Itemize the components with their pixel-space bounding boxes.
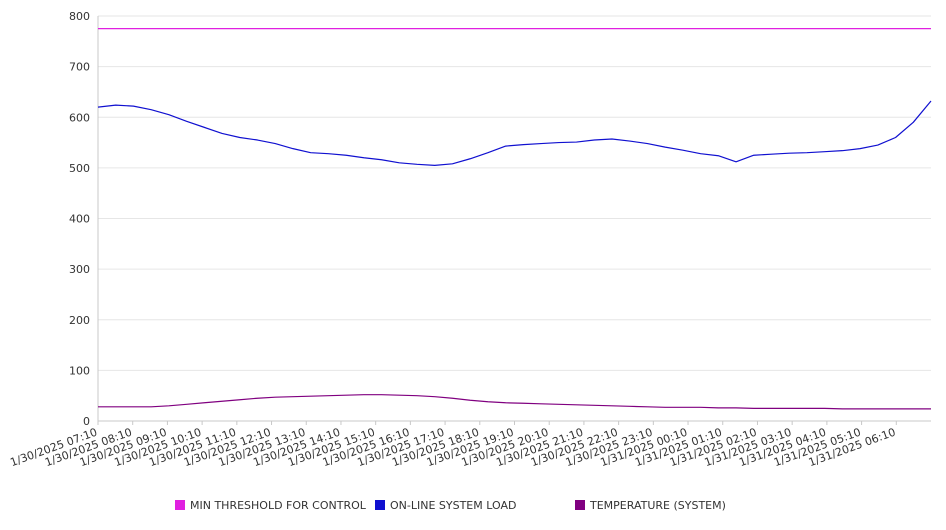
legend-label: MIN THRESHOLD FOR CONTROL	[190, 499, 367, 512]
legend-item: ON-LINE SYSTEM LOAD	[375, 499, 516, 512]
y-tick-label: 700	[69, 61, 90, 74]
series-lines	[97, 28, 932, 410]
y-tick-label: 500	[69, 162, 90, 175]
grid	[98, 15, 931, 422]
legend-swatch	[375, 500, 385, 510]
legend: MIN THRESHOLD FOR CONTROL ON-LINE SYSTEM …	[175, 499, 726, 512]
legend-swatch	[175, 500, 185, 510]
series-line-1	[97, 100, 932, 166]
y-tick-label: 0	[83, 415, 90, 428]
y-tick-label: 600	[69, 111, 90, 124]
series-line-2	[98, 394, 931, 410]
legend-label: TEMPERATURE (SYSTEM)	[589, 499, 726, 512]
y-tick-label: 800	[69, 10, 90, 23]
axes	[97, 16, 931, 425]
y-tick-label: 300	[69, 263, 90, 276]
x-tick-labels: 1/30/2025 07:101/30/2025 08:101/30/2025 …	[8, 426, 897, 470]
legend-item: TEMPERATURE (SYSTEM)	[575, 499, 726, 512]
y-tick-labels: 0 100 200 300 400 500 600 700 800	[69, 10, 90, 428]
legend-label: ON-LINE SYSTEM LOAD	[390, 499, 516, 512]
y-tick-label: 200	[69, 314, 90, 327]
legend-item: MIN THRESHOLD FOR CONTROL	[175, 499, 367, 512]
y-tick-label: 400	[69, 213, 90, 226]
y-tick-label: 100	[69, 364, 90, 377]
legend-swatch	[575, 500, 585, 510]
